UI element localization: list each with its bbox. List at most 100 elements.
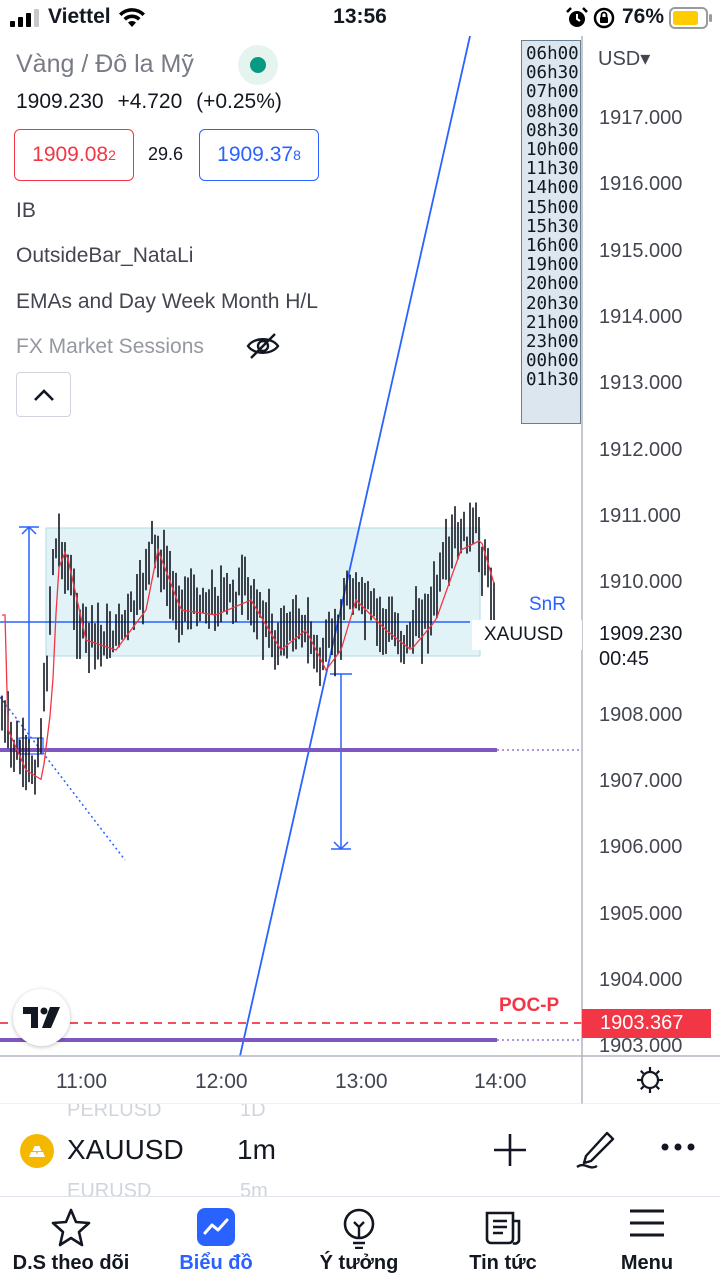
plus-icon[interactable]: [492, 1132, 528, 1168]
price-axis-label: 1914.000: [599, 305, 683, 328]
price-axis-label: 1913.000: [599, 372, 683, 395]
price-axis-label: 1908.000: [599, 703, 683, 726]
nav-label: Biểu đồ: [179, 1252, 253, 1274]
gold-bars-icon: [20, 1134, 54, 1168]
price-axis-label: 1910.000: [599, 571, 683, 594]
bar-countdown: 00:45: [599, 648, 650, 670]
time-axis-label: 13:00: [335, 1070, 388, 1093]
nav-label: Menu: [620, 1252, 674, 1274]
chart-area[interactable]: [0, 36, 720, 1104]
drawing-pen-icon[interactable]: [575, 1129, 617, 1171]
session-time: 00h00: [526, 351, 579, 372]
snr-label: SnR: [529, 594, 566, 615]
nav-item-menu[interactable]: Menu: [577, 1197, 717, 1280]
trend-line: [239, 36, 471, 1057]
adjacent-interval: 1D: [240, 1104, 266, 1121]
symbol-title[interactable]: Vàng / Đô la Mỹ: [16, 50, 194, 78]
session-time: 15h00: [526, 197, 579, 218]
session-time: 16h00: [526, 236, 579, 257]
session-time: 21h00: [526, 312, 579, 333]
session-time: 10h00: [526, 140, 579, 161]
price-change: +4.720: [117, 90, 183, 113]
symbol-selector[interactable]: XAUUSD: [67, 1134, 184, 1165]
session-time: 15h30: [526, 216, 579, 237]
price-axis-label: 1917.000: [599, 107, 683, 129]
price-summary: 1909.230 +4.720 (+0.25%): [16, 90, 290, 114]
gear-icon[interactable]: [636, 1066, 664, 1094]
lightbulb-icon: [343, 1208, 375, 1249]
clock: 13:56: [333, 5, 387, 28]
star-icon: [51, 1208, 91, 1247]
alarm-icon: [566, 7, 588, 27]
nav-label: Tin tức: [469, 1252, 537, 1274]
time-axis-label: 14:00: [474, 1070, 527, 1093]
time-axis-label: 11:00: [56, 1070, 107, 1093]
session-time: 23h00: [526, 332, 579, 353]
nav-item-news[interactable]: Tin tức: [433, 1197, 573, 1280]
wifi-icon: [119, 8, 145, 27]
carrier-name: Viettel: [48, 5, 111, 28]
session-time: 08h30: [526, 120, 579, 141]
price-axis-label: 1915.000: [599, 239, 683, 262]
session-time: 14h00: [526, 178, 579, 199]
session-time: 20h30: [526, 293, 579, 314]
poc-label: POC-P: [499, 995, 560, 1016]
spread-value: 29.6: [148, 144, 184, 164]
hamburger-icon: [630, 1209, 664, 1237]
current-price-axis-label: 1909.230: [599, 623, 683, 645]
chart-icon: [197, 1208, 235, 1246]
nav-item-chart[interactable]: Biểu đồ: [146, 1197, 286, 1280]
price-axis-label: 1911.000: [599, 504, 681, 527]
market-open-status-icon: [238, 45, 278, 85]
session-time: 11h30: [526, 159, 579, 180]
nav-item-watchlist[interactable]: D.S theo dõi: [1, 1197, 141, 1280]
price-axis-label: 1907.000: [599, 770, 683, 792]
battery-icon: [669, 7, 712, 29]
nav-label: Ý tưởng: [319, 1252, 399, 1274]
session-time: 20h00: [526, 274, 579, 295]
currency-label: USD: [598, 48, 641, 70]
session-time: 19h00: [526, 255, 579, 276]
more-icon[interactable]: [660, 1142, 696, 1152]
ask-price: 1909.37: [217, 143, 294, 166]
poc-price-label: 1903.367: [582, 1009, 711, 1038]
price-axis-label: 1905.000: [599, 902, 683, 925]
session-time: 08h00: [526, 101, 579, 122]
rotation-lock-icon: [593, 7, 615, 29]
bottom-navigation: D.S theo dõi Biểu đồ Ý tưởng Tin tức Men…: [0, 1196, 720, 1280]
collapse-legend-button[interactable]: [16, 372, 71, 417]
chevron-down-icon: ▾: [640, 48, 651, 70]
currency-selector[interactable]: USD▾: [598, 46, 650, 71]
buy-button[interactable]: 1909.37 8: [199, 129, 319, 181]
price-change-percent: (+0.25%): [196, 90, 282, 113]
price-chart[interactable]: [0, 36, 720, 1104]
ask-price-pip: 8: [293, 147, 301, 163]
adjacent-interval: 5m: [240, 1180, 268, 1196]
bid-price-pip: 2: [108, 147, 116, 163]
symbol-toolbar: PERLUSD 1D EURUSD 5m XAUUSD 1m: [0, 1104, 720, 1196]
indicator-ib[interactable]: IB: [16, 199, 36, 222]
adjacent-symbol: EURUSD: [67, 1180, 152, 1196]
symbol-price-label: XAUUSD: [472, 620, 582, 650]
price-axis-label: 1916.000: [599, 173, 683, 196]
time-axis-label: 12:00: [195, 1070, 248, 1093]
interval-selector[interactable]: 1m: [237, 1134, 276, 1165]
session-time: 01h30: [526, 370, 579, 391]
nav-label: D.S theo dõi: [12, 1252, 130, 1274]
indicator-emas[interactable]: EMAs and Day Week Month H/L: [16, 290, 318, 313]
indicator-fx-sessions[interactable]: FX Market Sessions: [16, 335, 204, 358]
price-axis-label: 1906.000: [599, 836, 683, 859]
eye-hidden-icon[interactable]: [246, 332, 280, 360]
dotted-trend-line: [0, 696, 126, 861]
indicator-outsidebar[interactable]: OutsideBar_NataLi: [16, 244, 194, 267]
tradingview-logo[interactable]: [13, 989, 70, 1046]
tradingview-logo-icon: [22, 1006, 60, 1028]
sell-button[interactable]: 1909.08 2: [14, 129, 134, 181]
adjacent-symbol: PERLUSD: [67, 1104, 162, 1121]
cellular-signal-icon: [10, 9, 39, 27]
candles: [1, 502, 495, 795]
battery-percentage: 76%: [622, 5, 665, 28]
last-price-value: 1909.230: [16, 90, 104, 113]
news-icon: [485, 1211, 521, 1245]
nav-item-ideas[interactable]: Ý tưởng: [289, 1197, 429, 1280]
